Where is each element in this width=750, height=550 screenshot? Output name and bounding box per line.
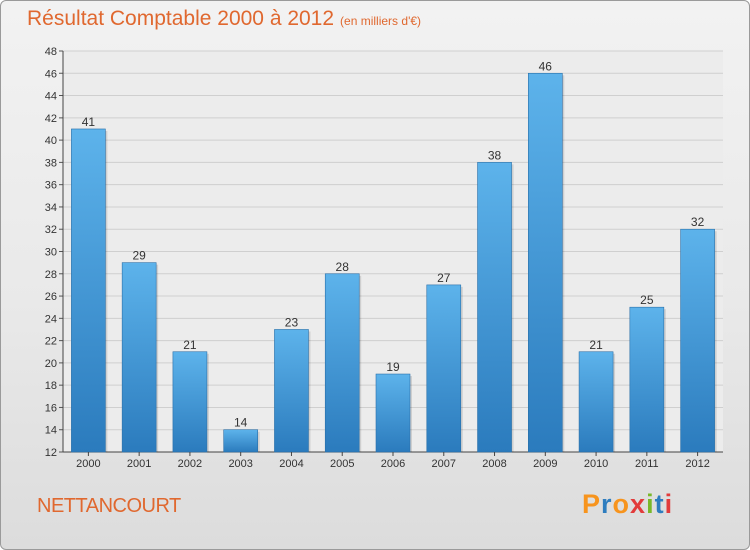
y-tick-label: 38 — [45, 157, 57, 169]
logo-letter: t — [654, 489, 665, 519]
logo-letter: x — [630, 489, 647, 519]
bar — [477, 162, 512, 453]
bar — [274, 329, 309, 453]
y-tick-label: 42 — [45, 113, 57, 125]
data-label: 23 — [285, 315, 299, 329]
data-label: 46 — [539, 59, 553, 73]
y-tick-label: 26 — [45, 291, 57, 303]
x-tick-label: 2000 — [76, 458, 100, 470]
x-tick-label: 2001 — [127, 458, 151, 470]
y-tick-label: 16 — [45, 402, 57, 414]
y-tick-label: 28 — [45, 269, 57, 281]
logo-letter: i — [664, 489, 674, 519]
logo-letter: r — [601, 489, 613, 519]
y-tick-label: 12 — [45, 447, 57, 459]
data-label: 21 — [589, 338, 603, 352]
x-tick-label: 2006 — [381, 458, 405, 470]
y-tick-label: 14 — [45, 425, 57, 437]
bar — [121, 262, 157, 453]
bar — [426, 284, 462, 453]
y-tick-label: 48 — [45, 46, 57, 58]
bar — [172, 351, 208, 453]
bar — [578, 351, 614, 453]
y-tick-label: 34 — [45, 202, 57, 214]
y-tick-label: 22 — [45, 336, 57, 348]
x-tick-label: 2003 — [228, 458, 252, 470]
x-tick-label: 2008 — [482, 458, 506, 470]
bar — [528, 72, 563, 453]
logo-letter: i — [646, 489, 655, 519]
bar — [629, 306, 665, 453]
y-tick-label: 30 — [45, 247, 57, 259]
data-label: 32 — [691, 215, 705, 229]
chart-title: Résultat Comptable 2000 à 2012 (en millie… — [27, 7, 421, 31]
y-tick-label: 18 — [45, 380, 57, 392]
data-label: 27 — [437, 271, 451, 285]
y-tick-label: 46 — [45, 68, 57, 80]
data-label: 28 — [336, 260, 350, 274]
proxiti-logo: Proxiti — [582, 489, 673, 520]
data-label: 29 — [132, 249, 146, 263]
data-label: 14 — [234, 416, 248, 430]
y-tick-label: 24 — [45, 313, 57, 325]
y-tick-label: 44 — [45, 91, 57, 103]
logo-letter: o — [612, 489, 631, 519]
bar — [680, 228, 715, 453]
y-tick-label: 40 — [45, 135, 57, 147]
bar — [324, 273, 360, 453]
y-tick-label: 20 — [45, 358, 57, 370]
bar — [71, 128, 106, 453]
x-tick-label: 2002 — [178, 458, 202, 470]
x-tick-label: 2012 — [685, 458, 709, 470]
data-label: 21 — [183, 338, 197, 352]
commune-name: NETTANCOURT — [37, 495, 181, 517]
y-tick-label: 32 — [45, 224, 57, 236]
x-tick-label: 2010 — [584, 458, 608, 470]
data-label: 25 — [640, 293, 654, 307]
x-tick-label: 2007 — [432, 458, 456, 470]
data-label: 38 — [488, 148, 502, 162]
bar — [375, 373, 411, 453]
x-tick-label: 2005 — [330, 458, 354, 470]
x-tick-label: 2009 — [533, 458, 557, 470]
bar — [223, 429, 258, 453]
y-tick-label: 36 — [45, 180, 57, 192]
x-tick-label: 2011 — [635, 458, 659, 470]
chart-subtitle: (en milliers d'€) — [340, 14, 422, 28]
logo-letter: P — [582, 489, 602, 519]
data-label: 41 — [82, 115, 96, 129]
x-tick-label: 2004 — [279, 458, 303, 470]
title-text: Résultat Comptable 2000 à 2012 — [27, 7, 335, 30]
data-label: 19 — [386, 360, 400, 374]
